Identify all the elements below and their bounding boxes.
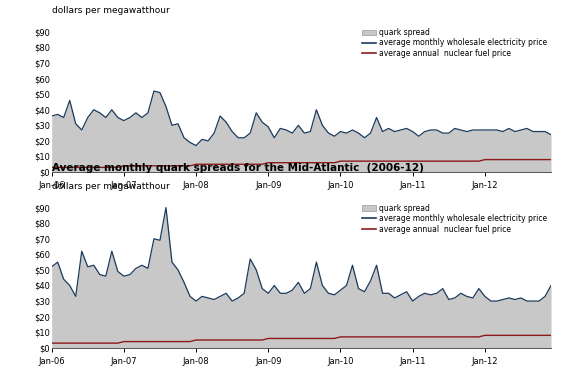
Legend: quark spread, average monthly wholesale electricity price, average annual  nucle: quark spread, average monthly wholesale … (362, 204, 547, 234)
Text: dollars per megawatthour: dollars per megawatthour (52, 182, 169, 191)
Text: Average monthly quark spreads for the Mid-Atlantic  (2006-12): Average monthly quark spreads for the Mi… (52, 163, 424, 173)
Text: dollars per megawatthour: dollars per megawatthour (52, 6, 169, 15)
Legend: quark spread, average monthly wholesale electricity price, average annual  nucle: quark spread, average monthly wholesale … (362, 28, 547, 58)
